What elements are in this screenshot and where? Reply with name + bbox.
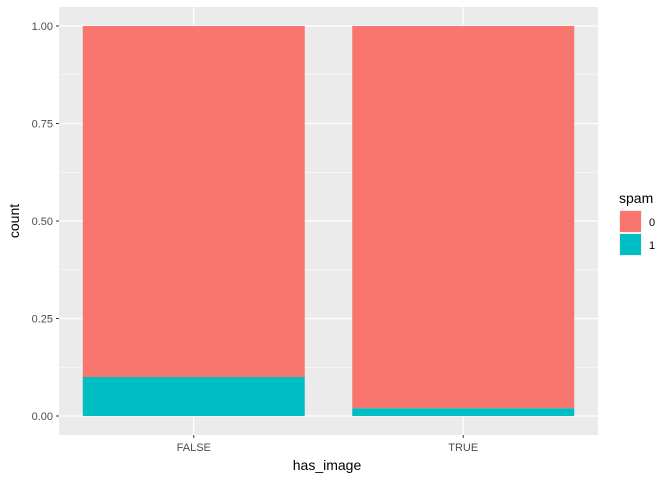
bar-true-spam-1 (352, 408, 575, 416)
y-tick-label: 0.50 (32, 216, 53, 228)
y-tick-label: 0.00 (32, 411, 53, 423)
legend-swatch-1 (620, 234, 641, 255)
bar-false-spam-1 (82, 377, 305, 416)
y-axis-ticks: 0.00 0.25 0.50 0.75 1.00 (32, 21, 59, 423)
legend-label-1: 1 (649, 240, 655, 252)
y-tick-label: 0.75 (32, 119, 53, 131)
legend: spam 0 1 (619, 190, 655, 256)
bar-true-spam-0 (352, 26, 575, 409)
x-axis-title: has_image (293, 457, 362, 473)
y-tick-label: 0.25 (32, 314, 53, 326)
x-axis-ticks: FALSE TRUE (177, 435, 478, 454)
x-tick-label: TRUE (448, 442, 478, 454)
bar-false-spam-0 (82, 26, 305, 377)
legend-swatch-0 (620, 211, 641, 232)
x-tick-label: FALSE (177, 442, 211, 454)
y-axis-title: count (6, 204, 22, 238)
legend-title: spam (619, 190, 653, 206)
bars (82, 26, 575, 416)
y-tick-label: 1.00 (32, 21, 53, 33)
legend-label-0: 0 (649, 217, 655, 229)
